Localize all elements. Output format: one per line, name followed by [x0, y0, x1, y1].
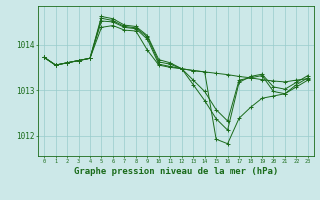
- X-axis label: Graphe pression niveau de la mer (hPa): Graphe pression niveau de la mer (hPa): [74, 167, 278, 176]
